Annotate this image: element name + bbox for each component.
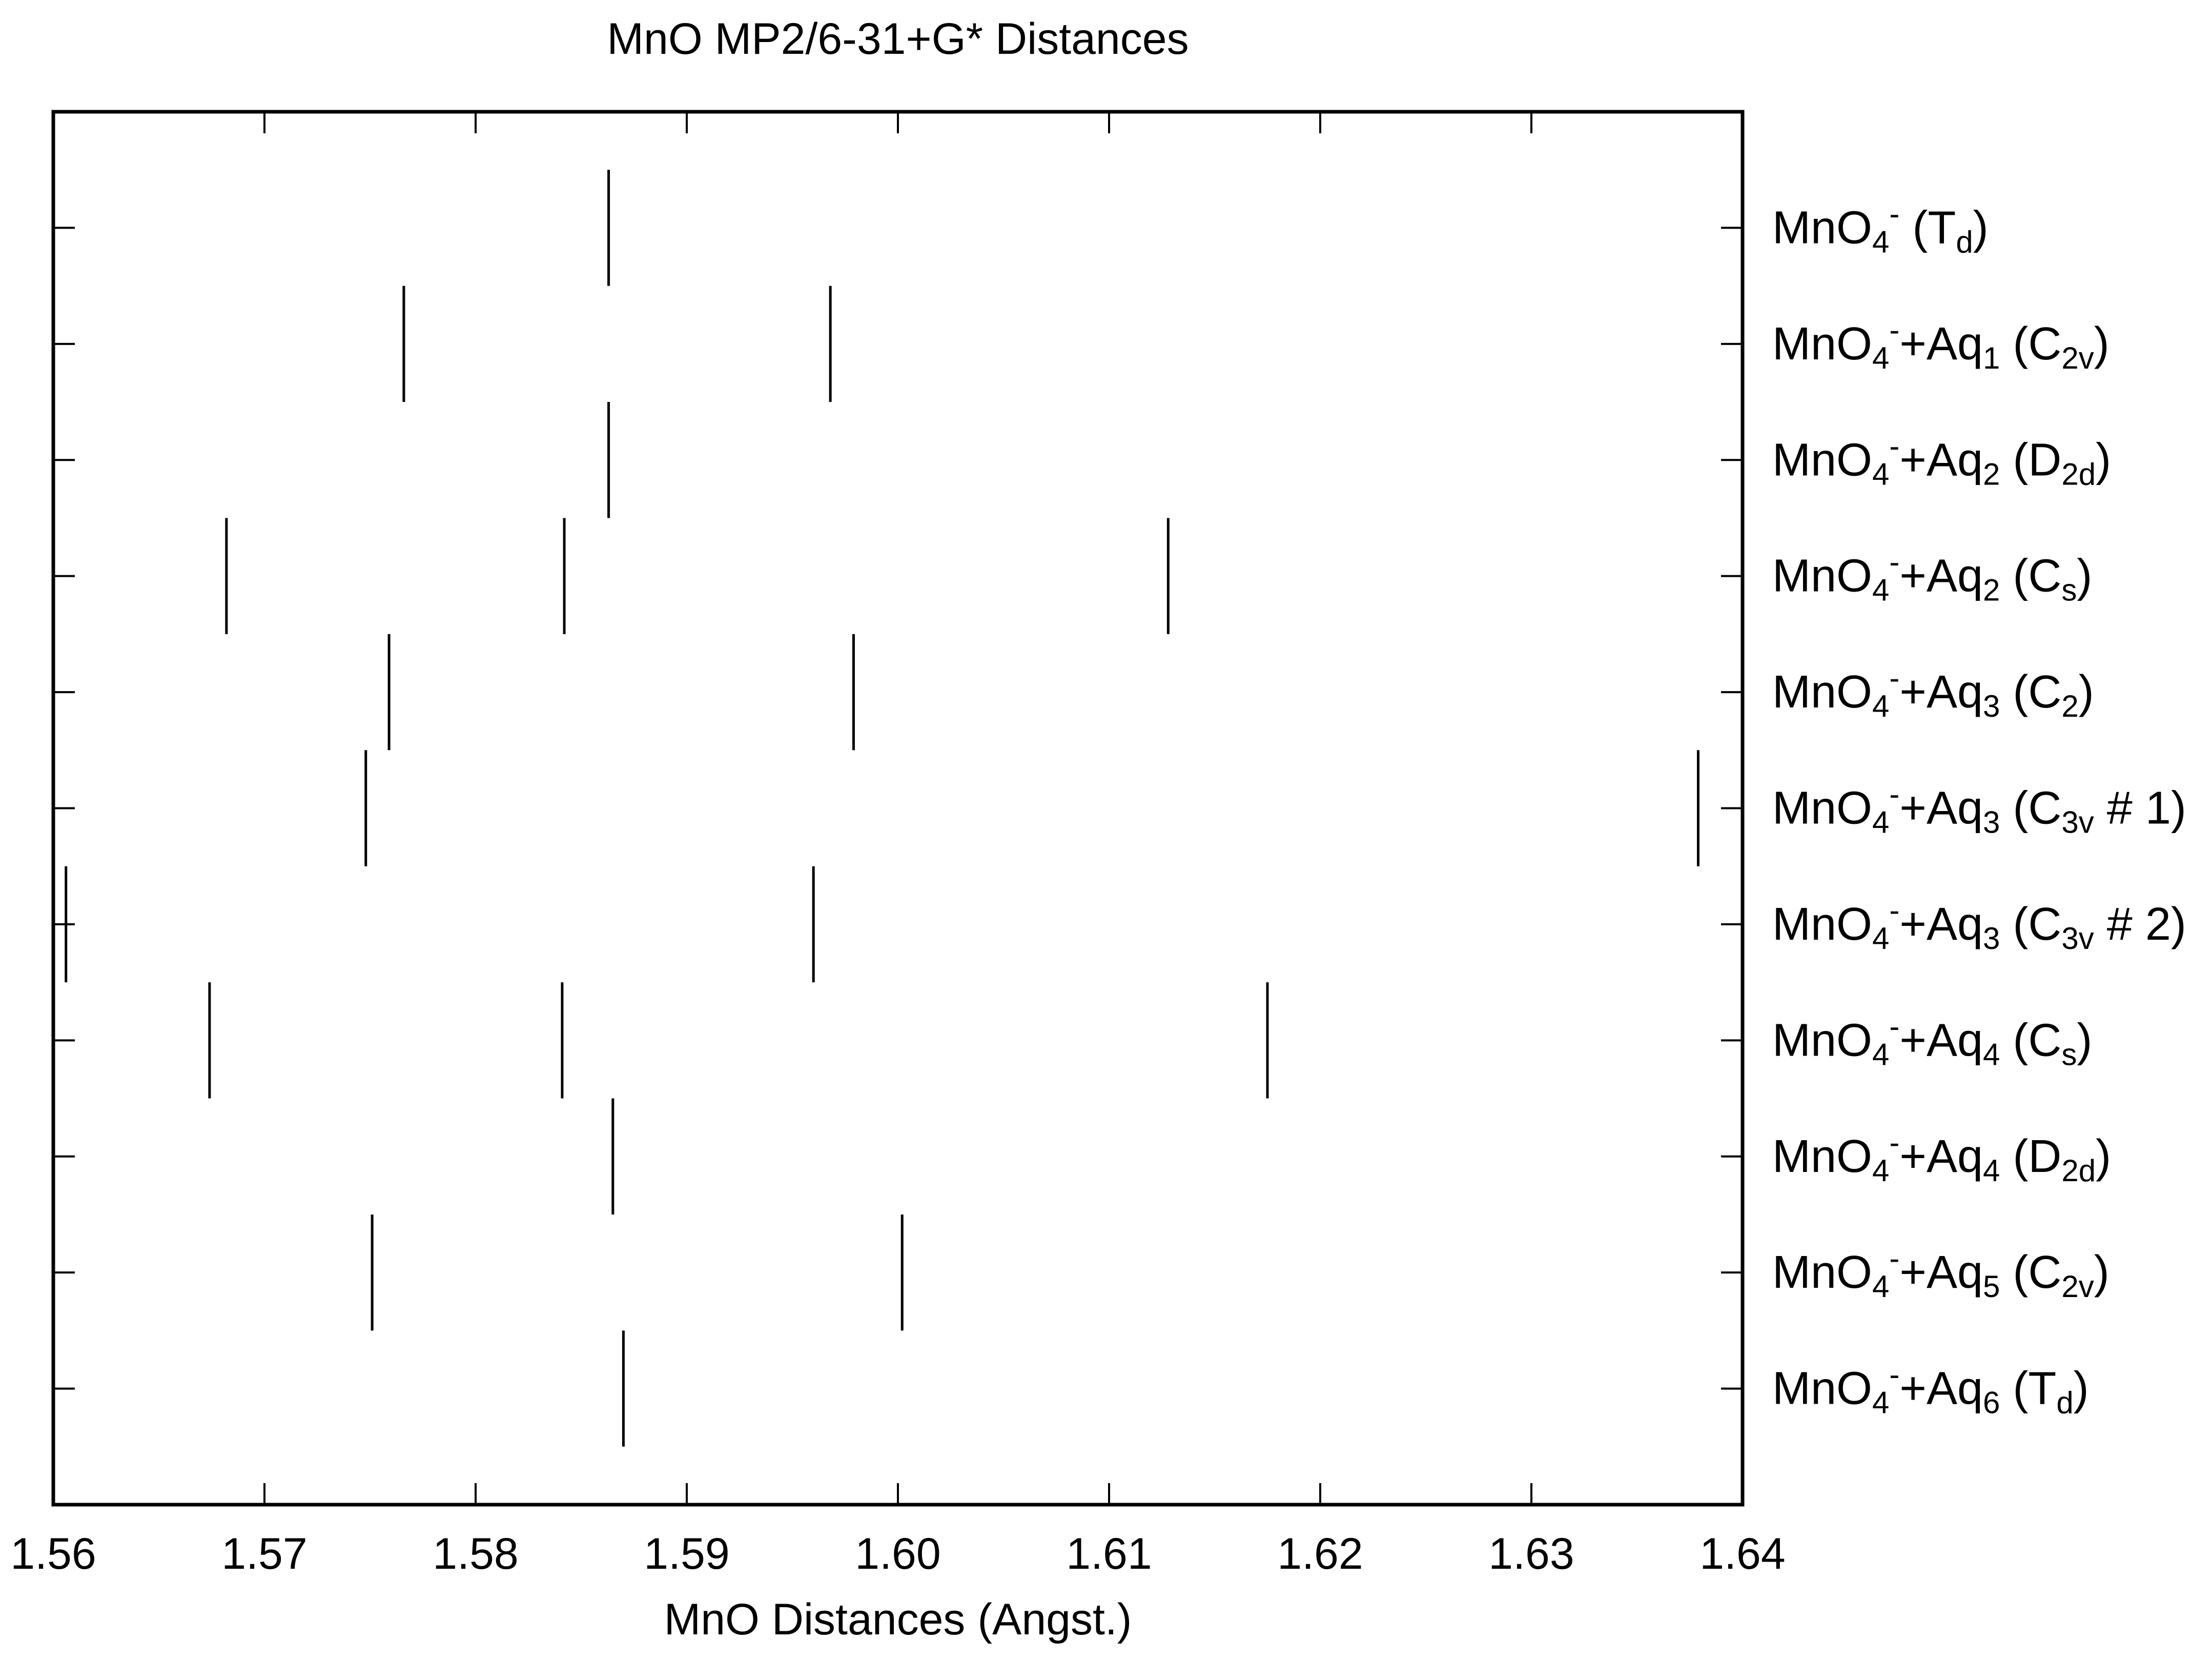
x-tick-label: 1.64 [1699,1529,1785,1578]
x-tick-label: 1.59 [644,1529,729,1578]
x-axis: 1.56 1.57 1.58 1.59 1.60 1.61 1.62 1.63 1.64 [10,112,1786,1578]
x-tick-label: 1.63 [1488,1529,1574,1578]
category-label: MnO4-+Aq2 (Cs) [1772,544,2092,607]
category-label: MnO4-+Aq1 (C2v) [1772,313,2109,375]
x-tick-label: 1.61 [1066,1529,1152,1578]
category-label: MnO4-+Aq3 (C2) [1772,661,2094,723]
plot-area [65,170,1699,1447]
x-tick-label: 1.58 [433,1529,518,1578]
x-tick-label: 1.56 [10,1529,96,1578]
chart-title: MnO MP2/6-31+G* Distances [607,14,1189,64]
category-label: MnO4-+Aq3 (C3v # 1) [1772,777,2186,839]
category-label: MnO4-+Aq6 (Td) [1772,1357,2089,1420]
category-label: MnO4- (Td) [1772,196,1989,259]
category-label: MnO4-+Aq3 (C3v # 2) [1772,893,2186,956]
x-tick-label: 1.62 [1277,1529,1363,1578]
x-axis-label: MnO Distances (Angst.) [664,1595,1132,1644]
category-label: MnO4-+Aq4 (Cs) [1772,1009,2092,1071]
category-label: MnO4-+Aq2 (D2d) [1772,429,2111,491]
x-tick-label: 1.60 [855,1529,940,1578]
x-tick-label: 1.57 [221,1529,307,1578]
category-label: MnO4-+Aq5 (C2v) [1772,1241,2109,1304]
category-axis: MnO4- (Td) MnO4-+Aq1 (C2v) MnO4-+Aq2 (D2d)… [53,196,2186,1420]
plot-frame [51,110,1745,1507]
category-label: MnO4-+Aq4 (D2d) [1772,1125,2111,1188]
